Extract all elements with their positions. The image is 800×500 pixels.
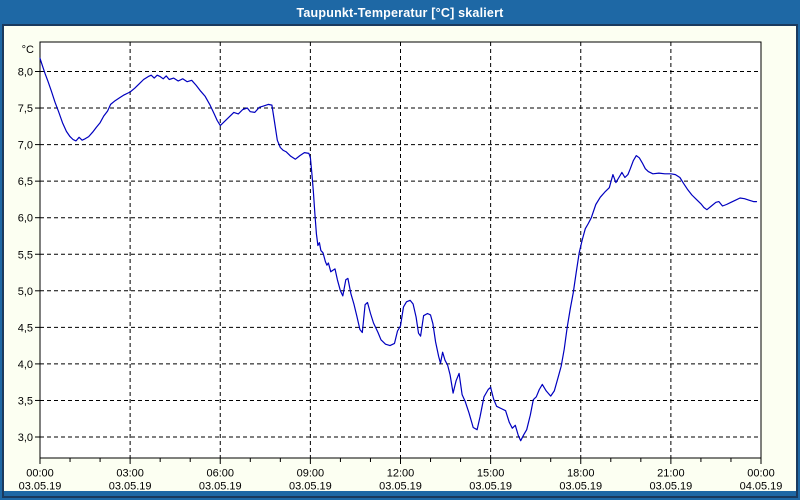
y-axis-labels: °C 8,0 7,5 7,0 6,5 6,0 5,5 5,0 4,5 4,0 3,5 3,0 xyxy=(18,44,34,444)
x-axis-labels: 00:0003.05.1903:0003.05.1906:0003.05.190… xyxy=(19,468,783,492)
x-tick-date-label: 03.05.19 xyxy=(469,481,512,492)
y-tick-label: 8,0 xyxy=(18,67,33,79)
y-tick-label: 6,5 xyxy=(18,176,33,188)
x-tick-date-label: 03.05.19 xyxy=(199,481,242,492)
chart-canvas: °C 8,0 7,5 7,0 6,5 6,0 5,5 5,0 4,5 4,0 3,5 3,0 00:00… xyxy=(18,41,783,492)
x-tick-date-label: 03.05.19 xyxy=(649,481,692,492)
y-tick-label: 7,0 xyxy=(18,140,33,152)
title-bar: Taupunkt-Temperatur [°C] skaliert xyxy=(2,2,798,24)
x-tick-date-label: 03.05.19 xyxy=(109,481,152,492)
y-tick-label: 6,0 xyxy=(18,213,33,225)
y-tick-label: 5,5 xyxy=(18,249,33,261)
y-axis-unit-label: °C xyxy=(22,44,34,56)
bottom-bar xyxy=(4,491,796,496)
x-tick-date-label: 03.05.19 xyxy=(379,481,422,492)
plot-grid xyxy=(40,42,761,458)
x-tick-time-label: 09:00 xyxy=(297,468,325,480)
y-tick-label: 4,0 xyxy=(18,359,33,371)
x-tick-time-label: 03:00 xyxy=(116,468,144,480)
y-tick-label: 4,5 xyxy=(18,322,33,334)
y-tick-label: 3,0 xyxy=(18,432,33,444)
x-tick-date-label: 03.05.19 xyxy=(19,481,62,492)
x-tick-time-label: 12:00 xyxy=(387,468,415,480)
x-tick-date-label: 03.05.19 xyxy=(559,481,602,492)
x-tick-time-label: 00:00 xyxy=(747,468,775,480)
y-tick-label: 7,5 xyxy=(18,103,33,115)
axis-ticks xyxy=(35,71,762,464)
chart-region: °C 8,0 7,5 7,0 6,5 6,0 5,5 5,0 4,5 4,0 3,5 3,0 00:00… xyxy=(4,26,796,491)
y-tick-label: 3,5 xyxy=(18,395,33,407)
x-tick-time-label: 21:00 xyxy=(657,468,685,480)
temperature-line xyxy=(39,57,758,442)
x-tick-date-label: 04.05.19 xyxy=(740,481,783,492)
x-tick-time-label: 15:00 xyxy=(477,468,505,480)
y-tick-label: 5,0 xyxy=(18,286,33,298)
x-tick-time-label: 18:00 xyxy=(567,468,595,480)
x-tick-time-label: 00:00 xyxy=(26,468,54,480)
x-tick-time-label: 06:00 xyxy=(206,468,234,480)
x-tick-date-label: 03.05.19 xyxy=(289,481,332,492)
chart-frame: °C 8,0 7,5 7,0 6,5 6,0 5,5 5,0 4,5 4,0 3,5 3,0 00:00… xyxy=(2,24,798,498)
chart-title: Taupunkt-Temperatur [°C] skaliert xyxy=(296,6,504,20)
